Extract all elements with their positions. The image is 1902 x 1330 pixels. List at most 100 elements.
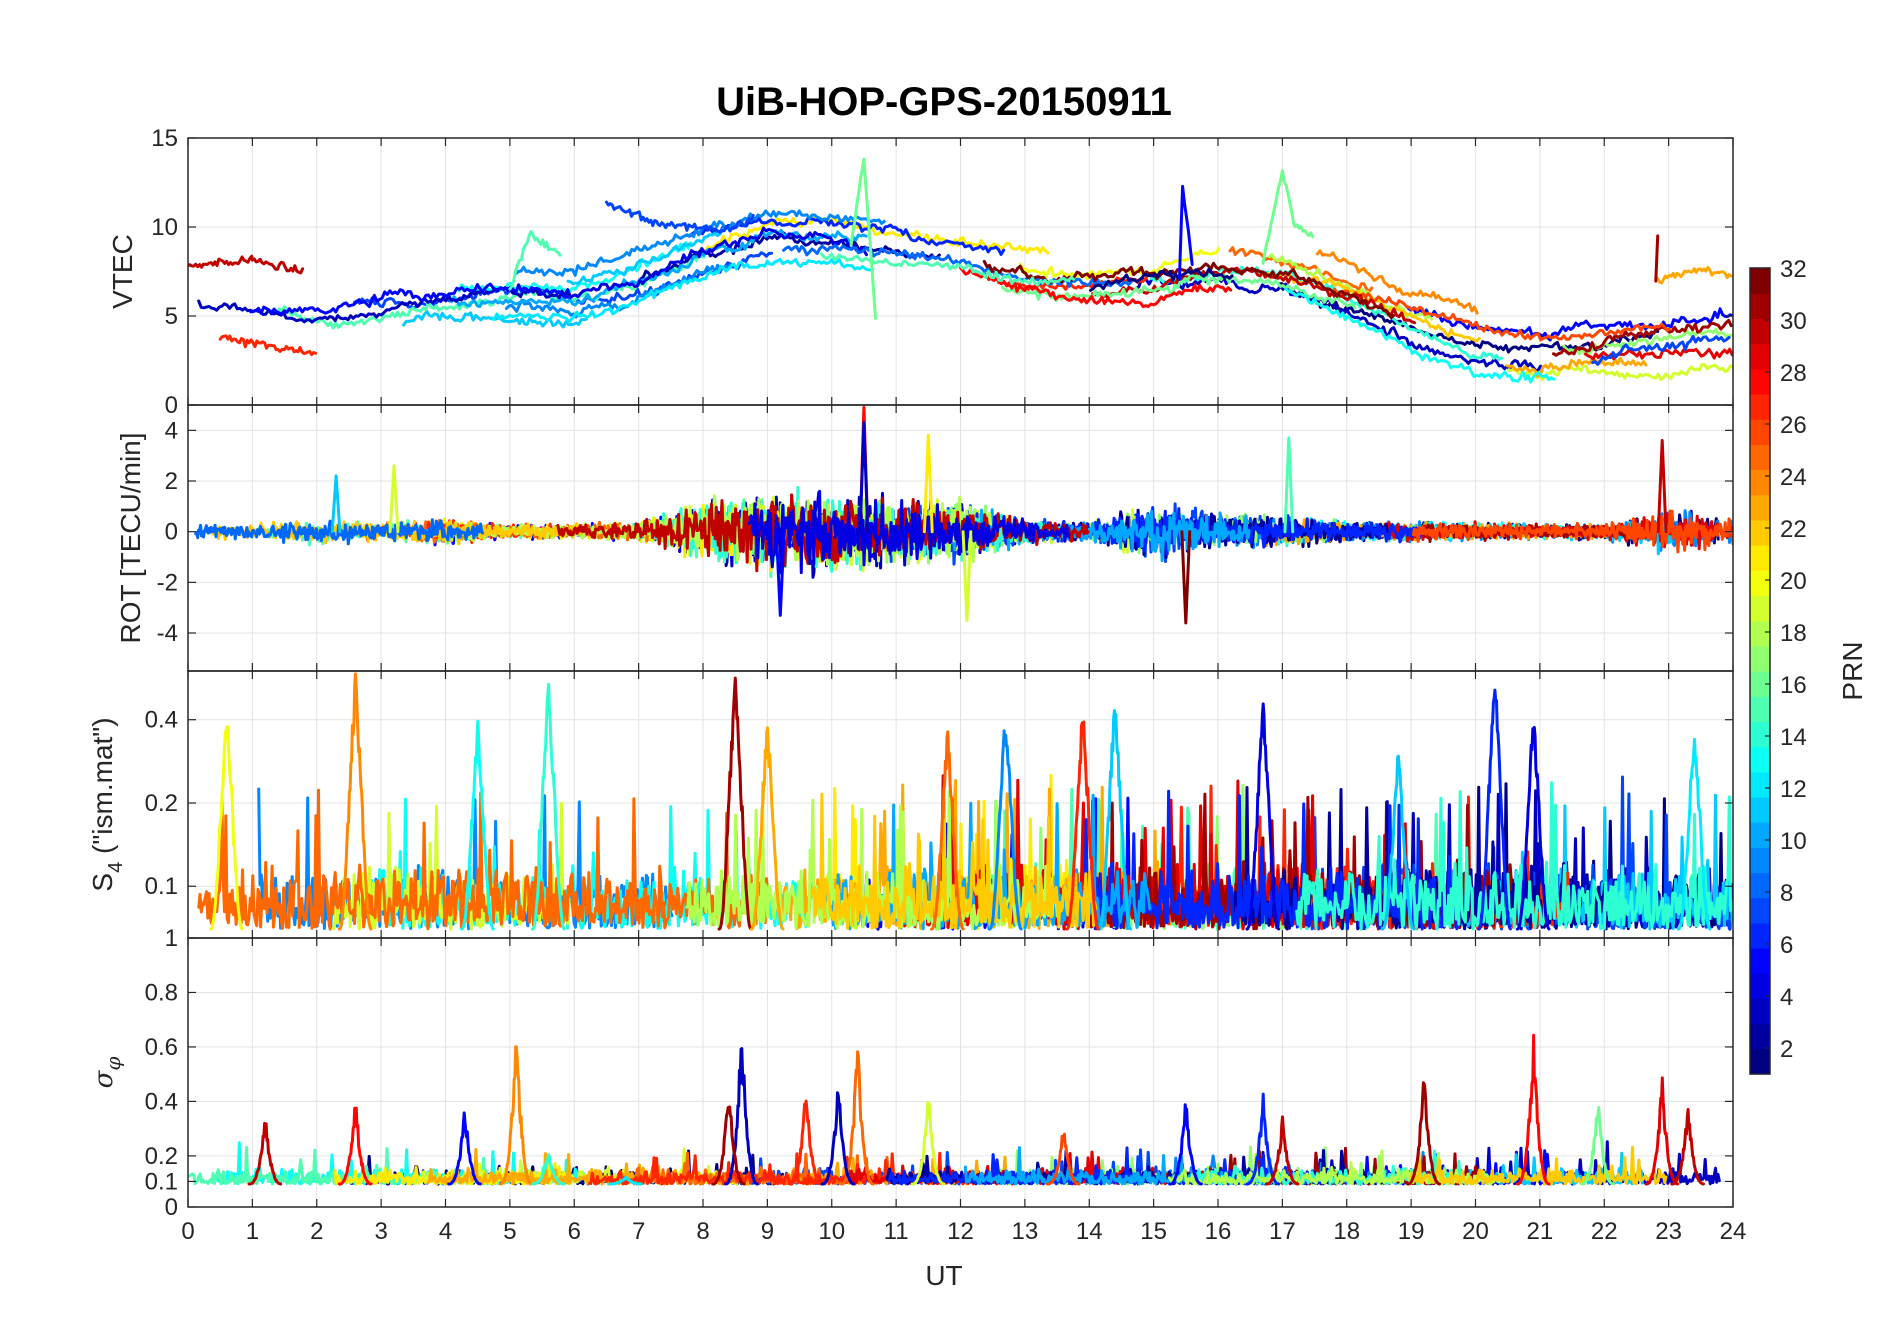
colorbar-segment bbox=[1750, 595, 1770, 622]
colorbar-segment bbox=[1750, 948, 1770, 974]
s4-peak bbox=[460, 719, 495, 931]
y-axis-label: σφ bbox=[89, 1057, 125, 1089]
vtec-trace bbox=[514, 209, 886, 277]
y-tick-label: 0.6 bbox=[145, 1034, 178, 1061]
colorbar-segment bbox=[1750, 318, 1770, 345]
colorbar-segment bbox=[1750, 494, 1770, 521]
vtec-trace bbox=[782, 243, 1133, 288]
s4-peak bbox=[1097, 709, 1133, 931]
colorbar-segment bbox=[1750, 897, 1770, 924]
s4-peak bbox=[930, 730, 965, 931]
colorbar-segment bbox=[1750, 1048, 1770, 1075]
colorbar-segment bbox=[1750, 368, 1770, 395]
vtec-trace bbox=[1149, 265, 1504, 361]
s4-peak bbox=[209, 725, 244, 931]
rot-peak bbox=[922, 433, 934, 534]
vtec-trace bbox=[1584, 347, 1733, 361]
rot-peak bbox=[330, 474, 342, 534]
colorbar-segment bbox=[1750, 444, 1770, 471]
sigma_phi-peak bbox=[498, 1045, 534, 1186]
x-tick-label: 7 bbox=[632, 1218, 645, 1245]
vtec-trace bbox=[958, 265, 1233, 309]
x-tick-label: 0 bbox=[181, 1218, 194, 1245]
x-tick-label: 6 bbox=[568, 1218, 581, 1245]
y-tick-label: -4 bbox=[157, 620, 178, 647]
colorbar-segment bbox=[1750, 545, 1770, 571]
colorbar-segment bbox=[1750, 645, 1770, 672]
x-tick-label: 4 bbox=[439, 1218, 452, 1245]
vtec-series bbox=[508, 230, 562, 291]
traces-vtec bbox=[188, 157, 1733, 384]
colorbar-segment bbox=[1750, 973, 1770, 1000]
vtec-series bbox=[1177, 184, 1194, 281]
colorbar-segment bbox=[1750, 796, 1770, 823]
y-axis-label: S4 ("ism.mat") bbox=[87, 717, 127, 891]
sigma_phi-peak bbox=[447, 1111, 482, 1186]
s4-trace bbox=[197, 788, 770, 931]
vtec-trace bbox=[1018, 246, 1221, 281]
y-tick-label: 0.4 bbox=[145, 1088, 178, 1115]
vtec-trace bbox=[249, 282, 572, 316]
x-tick-label: 20 bbox=[1462, 1218, 1489, 1245]
y-tick-label: 0.1 bbox=[145, 1168, 178, 1195]
colorbar-segment bbox=[1750, 922, 1770, 949]
x-tick-label: 3 bbox=[374, 1218, 387, 1245]
vtec-trace bbox=[1089, 267, 1234, 292]
colorbar-tick-label: 18 bbox=[1780, 620, 1807, 647]
colorbar-segment bbox=[1750, 1023, 1770, 1050]
y-tick-label: 15 bbox=[151, 125, 178, 152]
colorbar-tick-label: 24 bbox=[1780, 464, 1807, 491]
x-tick-label: 18 bbox=[1333, 1218, 1360, 1245]
rot-trace bbox=[1411, 509, 1733, 554]
y-axis-label: ROT [TECU/min] bbox=[115, 432, 146, 643]
vtec-trace bbox=[1505, 356, 1648, 378]
vtec-series bbox=[218, 334, 317, 357]
colorbar-segment bbox=[1750, 570, 1770, 597]
colorbar-tick-label: 32 bbox=[1780, 256, 1807, 283]
sigma_phi-peak bbox=[1168, 1103, 1203, 1186]
vtec-trace bbox=[1228, 246, 1374, 293]
colorbar-frame bbox=[1749, 267, 1771, 1075]
colorbar-segment bbox=[1750, 419, 1770, 445]
x-tick-label: 8 bbox=[696, 1218, 709, 1245]
colorbar-segment bbox=[1750, 847, 1770, 874]
sigma_phi-peak bbox=[724, 1047, 759, 1186]
sigma_phi-peak bbox=[608, 1175, 643, 1186]
colorbar-tick-label: 10 bbox=[1780, 828, 1807, 855]
s4-trace bbox=[810, 792, 1098, 930]
s4-peak bbox=[1477, 688, 1512, 931]
colorbar-segment bbox=[1750, 721, 1770, 748]
colorbar-tick-label: 2 bbox=[1780, 1036, 1793, 1063]
s4-peak bbox=[530, 682, 566, 931]
sigma_phi-peak bbox=[1644, 1076, 1680, 1186]
s4-peak bbox=[337, 672, 373, 931]
colorbar-segment bbox=[1750, 872, 1770, 899]
vtec-trace bbox=[490, 257, 875, 324]
y-tick-label: 0.8 bbox=[145, 979, 178, 1006]
sigma_phi-peak bbox=[910, 1101, 946, 1186]
colorbar-tick-label: 4 bbox=[1780, 984, 1793, 1011]
sigma_phi-peak bbox=[1515, 1033, 1551, 1186]
x-tick-label: 19 bbox=[1398, 1218, 1425, 1245]
colorbar-tick-label: 6 bbox=[1780, 932, 1793, 959]
s4-peak bbox=[988, 729, 1023, 931]
y-tick-label: 0 bbox=[165, 519, 178, 546]
vtec-trace bbox=[1407, 306, 1733, 342]
x-tick-label: 5 bbox=[503, 1218, 516, 1245]
sigma_phi-peak bbox=[1670, 1108, 1705, 1186]
rot-trace bbox=[747, 489, 1071, 575]
vtec-series bbox=[849, 157, 877, 320]
sigma_phi-peak bbox=[1264, 1115, 1300, 1186]
colorbar-label: PRN bbox=[1837, 641, 1868, 700]
colorbar-segment bbox=[1750, 620, 1770, 647]
x-axis-label: UT bbox=[925, 1260, 962, 1291]
y-tick-label: 0.1 bbox=[145, 873, 178, 900]
colorbar-segment bbox=[1750, 671, 1770, 697]
sigma_phi-peak bbox=[711, 1105, 746, 1186]
x-tick-label: 21 bbox=[1527, 1218, 1554, 1245]
s4-peak bbox=[1515, 725, 1551, 931]
y-tick-label: 2 bbox=[165, 468, 178, 495]
vtec-series bbox=[1654, 265, 1733, 285]
traces-s4 bbox=[197, 672, 1733, 931]
